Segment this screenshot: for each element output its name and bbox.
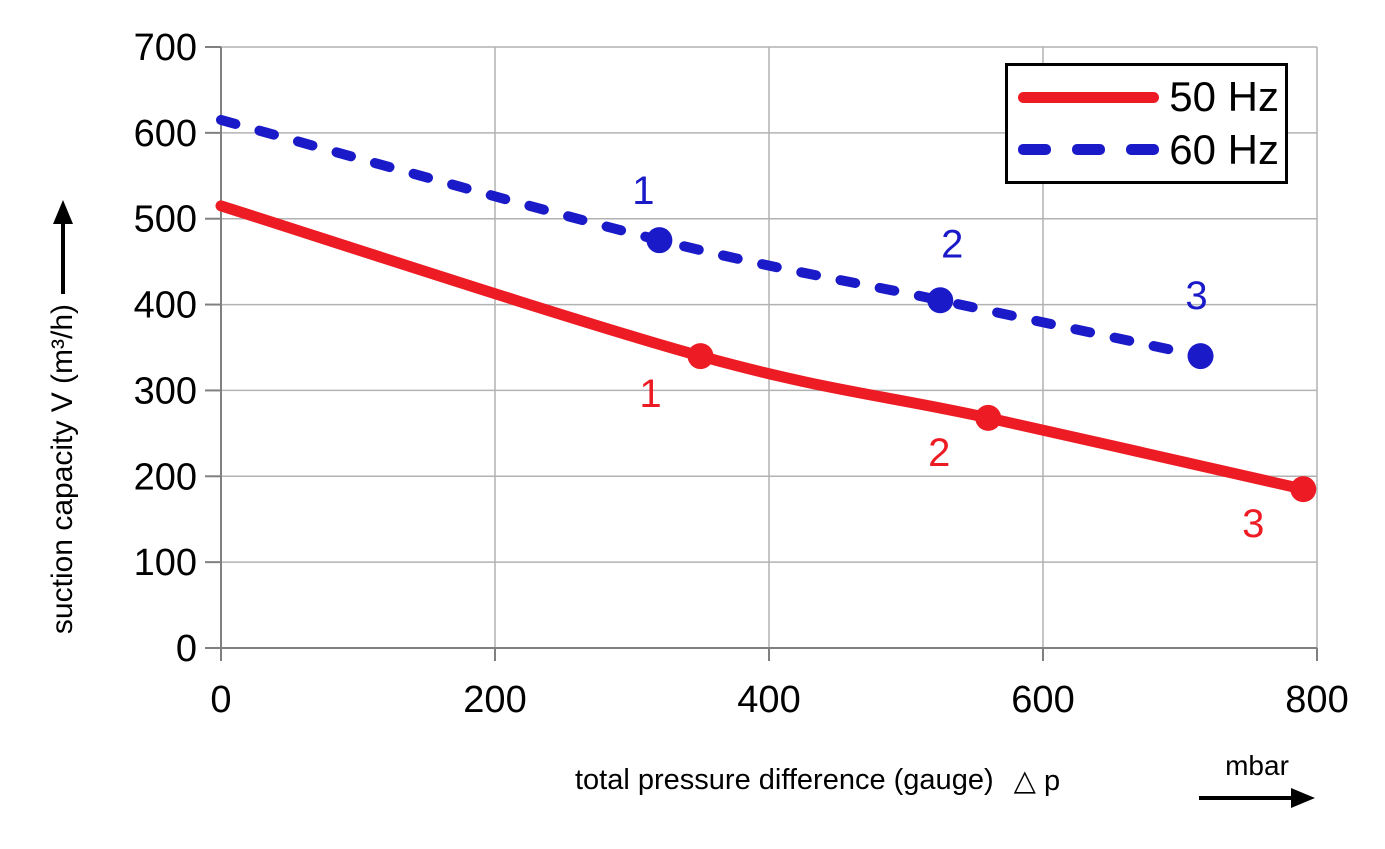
x-axis-title: total pressure difference (gauge) △ p [575,763,1060,798]
legend-label-50hz: 50 Hz [1169,73,1279,121]
x-axis-unit-label: mbar [1225,750,1289,781]
point-label: 2 [928,431,950,475]
point-label: 3 [1185,274,1207,318]
point-label: 2 [941,222,963,266]
legend-item-60hz: 60 Hz [1018,125,1279,173]
y-tick-label: 400 [134,285,197,327]
point-marker [1290,476,1317,503]
y-tick-label: 200 [134,456,197,498]
y-tick-label: 0 [176,628,197,670]
x-tick-label: 600 [1011,679,1074,721]
x-tick-label: 800 [1285,679,1348,721]
y-axis-title-text: suction capacity V (m³/h) [46,303,79,635]
point-label: 3 [1242,502,1264,546]
point-label: 1 [639,372,661,416]
y-tick-label: 100 [134,542,197,584]
y-tick-label: 300 [134,370,197,412]
x-tick-label: 400 [737,679,800,721]
x-axis-title-text: total pressure difference (gauge) [575,764,994,796]
legend-swatch-solid-line [1018,91,1160,103]
series-curve-50-hz [215,200,1309,495]
y-tick-label: 600 [134,113,197,155]
point-label: 1 [632,169,654,213]
legend: 50 Hz 60 Hz [1005,63,1288,184]
up-arrow-icon [53,199,73,294]
x-axis-unit: mbar [1196,750,1318,808]
point-marker [646,227,673,254]
point-marker [927,287,954,314]
legend-item-50hz: 50 Hz [1018,76,1279,118]
x-tick-label: 200 [463,679,526,721]
y-axis-title: suction capacity V (m³/h) [41,192,85,642]
right-arrow-icon [1199,788,1315,808]
point-marker [1187,343,1214,370]
legend-swatch-dashed-line [1018,144,1160,156]
point-marker [687,343,714,370]
point-marker [975,404,1002,431]
legend-label-60hz: 60 Hz [1169,125,1279,173]
y-tick-label: 700 [134,27,197,69]
x-tick-label: 0 [210,679,231,721]
delta-p-symbol: △ p [1013,765,1061,797]
y-tick-label: 500 [134,199,197,241]
series-curve-60-hz [216,114,1206,362]
